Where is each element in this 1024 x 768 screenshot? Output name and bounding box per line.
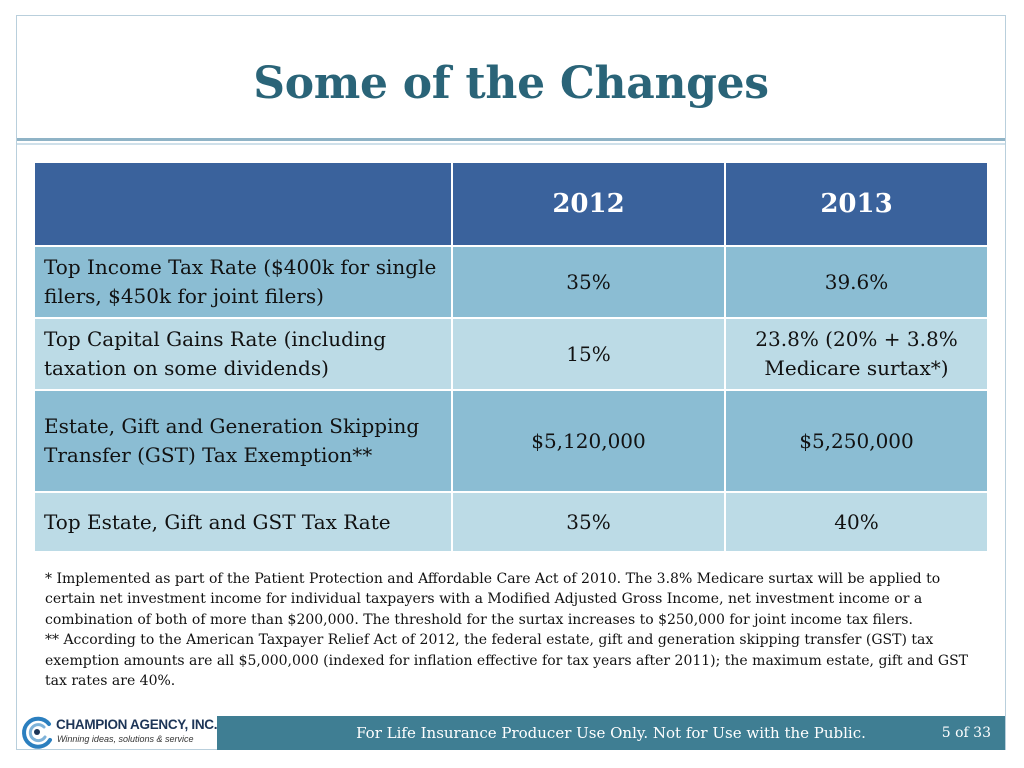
value-2012: 35% [451, 245, 726, 319]
page-number: 5 of 33 [941, 725, 991, 741]
logo-company-name: CHAMPION AGENCY, INC. [56, 717, 218, 732]
footnote-estate-exemption: ** According to the American Taxpayer Re… [45, 632, 969, 690]
table-row: Top Income Tax Rate ($400k for single fi… [33, 245, 989, 319]
footer-bar: For Life Insurance Producer Use Only. No… [217, 716, 1005, 750]
value-2013: 40% [724, 491, 989, 553]
champion-swirl-icon [22, 716, 52, 749]
header-divider-light [17, 143, 1005, 145]
footnote-medicare-surtax: * Implemented as part of the Patient Pro… [45, 571, 941, 628]
row-label: Top Capital Gains Rate (including taxati… [33, 317, 453, 391]
header-divider [17, 138, 1005, 141]
row-label: Top Income Tax Rate ($400k for single fi… [33, 245, 453, 319]
header-empty-cell [33, 161, 453, 247]
value-2012: 35% [451, 491, 726, 553]
value-2013: 39.6% [724, 245, 989, 319]
header-2013: 2013 [724, 161, 989, 247]
value-2012: $5,120,000 [451, 389, 726, 493]
value-2013: $5,250,000 [724, 389, 989, 493]
table-row: Top Capital Gains Rate (including taxati… [33, 317, 989, 391]
footnotes: * Implemented as part of the Patient Pro… [45, 569, 975, 691]
table-row: Estate, Gift and Generation Skipping Tra… [33, 389, 989, 493]
value-2012: 15% [451, 317, 726, 391]
header-2012: 2012 [451, 161, 726, 247]
table-row: Top Estate, Gift and GST Tax Rate 35% 40… [33, 491, 989, 553]
row-label: Top Estate, Gift and GST Tax Rate [33, 491, 453, 553]
slide-title: Some of the Changes [253, 58, 769, 109]
company-logo: CHAMPION AGENCY, INC. Winning ideas, sol… [20, 712, 218, 750]
footer-disclaimer: For Life Insurance Producer Use Only. No… [356, 724, 866, 742]
tax-changes-table: 2012 2013 Top Income Tax Rate ($400k for… [33, 161, 989, 553]
slide-header: Some of the Changes [17, 16, 1005, 138]
logo-tagline: Winning ideas, solutions & service [57, 734, 194, 744]
table-header-row: 2012 2013 [33, 161, 989, 247]
row-label: Estate, Gift and Generation Skipping Tra… [33, 389, 453, 493]
value-2013: 23.8% (20% + 3.8% Medicare surtax*) [724, 317, 989, 391]
